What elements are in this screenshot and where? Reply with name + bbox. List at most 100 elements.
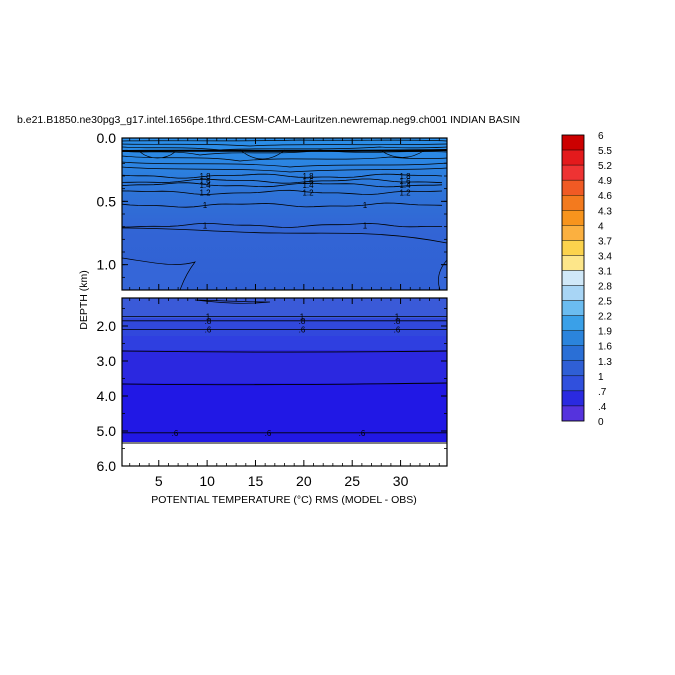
upper-contour-label: 1.8 [199,172,211,181]
colorbar-swatch [561,285,585,301]
colorbar-label: 3.4 [598,251,612,262]
colorbar-label: 3.7 [598,236,612,247]
lower-band-2 [122,318,447,338]
colorbar-swatch [561,255,585,271]
colorbar-label: 6 [598,131,604,142]
x-axis-label: POTENTIAL TEMPERATURE (°C) RMS (MODEL - … [151,494,417,506]
colorbar-swatch [561,225,585,241]
x-tick-label: 5 [155,473,163,489]
lower-contour-label: .6 [394,326,401,335]
lower-contour-label: .6 [265,429,272,438]
lower-contour-label: .6 [205,326,212,335]
y-tick-label: 2.0 [97,318,117,334]
colorbar-label: 5.5 [598,146,612,157]
colorbar-label: 2.2 [598,312,612,323]
y-tick-label: 6.0 [97,458,117,474]
colorbar-swatch [561,345,585,361]
colorbar-swatch [561,330,585,346]
colorbar-label: 2.5 [598,297,612,308]
colorbar-swatch [561,179,585,196]
lower-band-edge-2 [122,382,447,386]
y-tick-label: 4.0 [97,388,117,404]
lower-contour-line [122,320,447,322]
lower-contour-line [122,328,447,331]
colorbar-swatch [561,134,585,151]
upper-contour-label: 1.6 [399,177,411,186]
colorbar-label: 4.9 [598,176,612,187]
surface-contours [122,139,447,173]
colorbar-label: 5.2 [598,161,612,172]
lower-contour-lines [122,315,447,434]
upper-contour-label: 1.2 [399,189,411,198]
upper-contour-label: 1.8 [302,172,314,181]
y-ticks-lower: 2.0 3.0 4.0 5.0 6.0 [97,308,447,474]
colorbar-label: 2.8 [598,282,612,293]
colorbar-swatch [561,375,585,392]
y-tick-label: 0.0 [97,130,117,146]
y-tick-label: 3.0 [97,353,117,369]
x-tick-label: 20 [296,473,312,489]
lower-top-wedge [194,299,271,304]
upper-contour-line [122,182,443,188]
colorbar-label: .7 [598,387,607,398]
colorbar-swatch [561,149,585,166]
y-tick-label: 0.5 [97,193,117,209]
lower-contour-label: 1 [300,313,305,322]
x-tick-label: 15 [248,473,264,489]
upper-contour-lines [122,173,443,228]
upper-contour-label: 1.2 [302,189,314,198]
y-tick-label: 1.0 [97,257,117,273]
upper-contour-label: 1.6 [302,177,314,186]
lower-contour-label: .8 [299,317,306,326]
upper-contour-label: 1.6 [199,177,211,186]
lower-contour-label: .8 [205,317,212,326]
colorbar-swatch [561,390,585,407]
colorbar-label: 1.6 [598,342,612,353]
upper-contour-label: 1.8 [399,172,411,181]
colorbar-label: 4.3 [598,206,612,217]
x-tick-label: 10 [199,473,215,489]
upper-contour-label: 1 [203,221,208,230]
lower-contour-label: .6 [299,326,306,335]
upper-contour-line [122,173,443,179]
x-tick-label: 30 [393,473,409,489]
upper-contour-1-deep [122,227,447,244]
upper-panel [122,138,447,290]
upper-contour-label: 1.2 [199,189,211,198]
lower-contour-label: 1 [395,313,400,322]
y-axis-label: DEPTH (km) [78,270,90,330]
upper-contour-line [122,178,443,184]
colorbar: 6 5.5 5.2 4.9 4.6 4.3 4 3.7 3.4 3.1 2.8 2.5 2.2 1.9 1.… [561,131,612,428]
lower-band-4 [122,350,447,384]
colorbar-label: 1.9 [598,327,612,338]
lower-band-edge-1 [122,350,447,353]
upper-contour-label: 1 [363,201,368,210]
colorbar-label: 4.6 [598,191,612,202]
lower-contour-label: 1 [206,313,211,322]
upper-contour-label: 1.4 [302,181,314,190]
colorbar-label: .4 [598,402,607,413]
lower-contour-line [122,432,447,434]
lower-panel [122,298,447,466]
lower-left-bump [122,257,196,290]
colorbar-label: 1 [598,372,604,383]
colorbar-label: 3.1 [598,266,612,277]
colorbar-swatch [561,240,585,256]
upper-contour-label: 1.4 [199,181,211,190]
colorbar-swatch [561,315,585,331]
colorbar-swatch [561,164,585,181]
upper-contour-label: 1.4 [399,181,411,190]
colorbar-label: 1.3 [598,357,612,368]
colorbar-swatch [561,405,585,422]
upper-contour-line [122,202,443,208]
colorbar-swatch [561,360,585,377]
lower-band-5 [122,383,447,444]
lower-contour-label: .6 [172,429,179,438]
lower-contour-line [122,315,447,318]
lower-contour-label: .8 [394,317,401,326]
colorbar-swatch [561,210,585,226]
upper-contour-line [122,223,443,228]
upper-contour-label: 1 [203,201,208,210]
surface-dark-band [122,149,447,152]
